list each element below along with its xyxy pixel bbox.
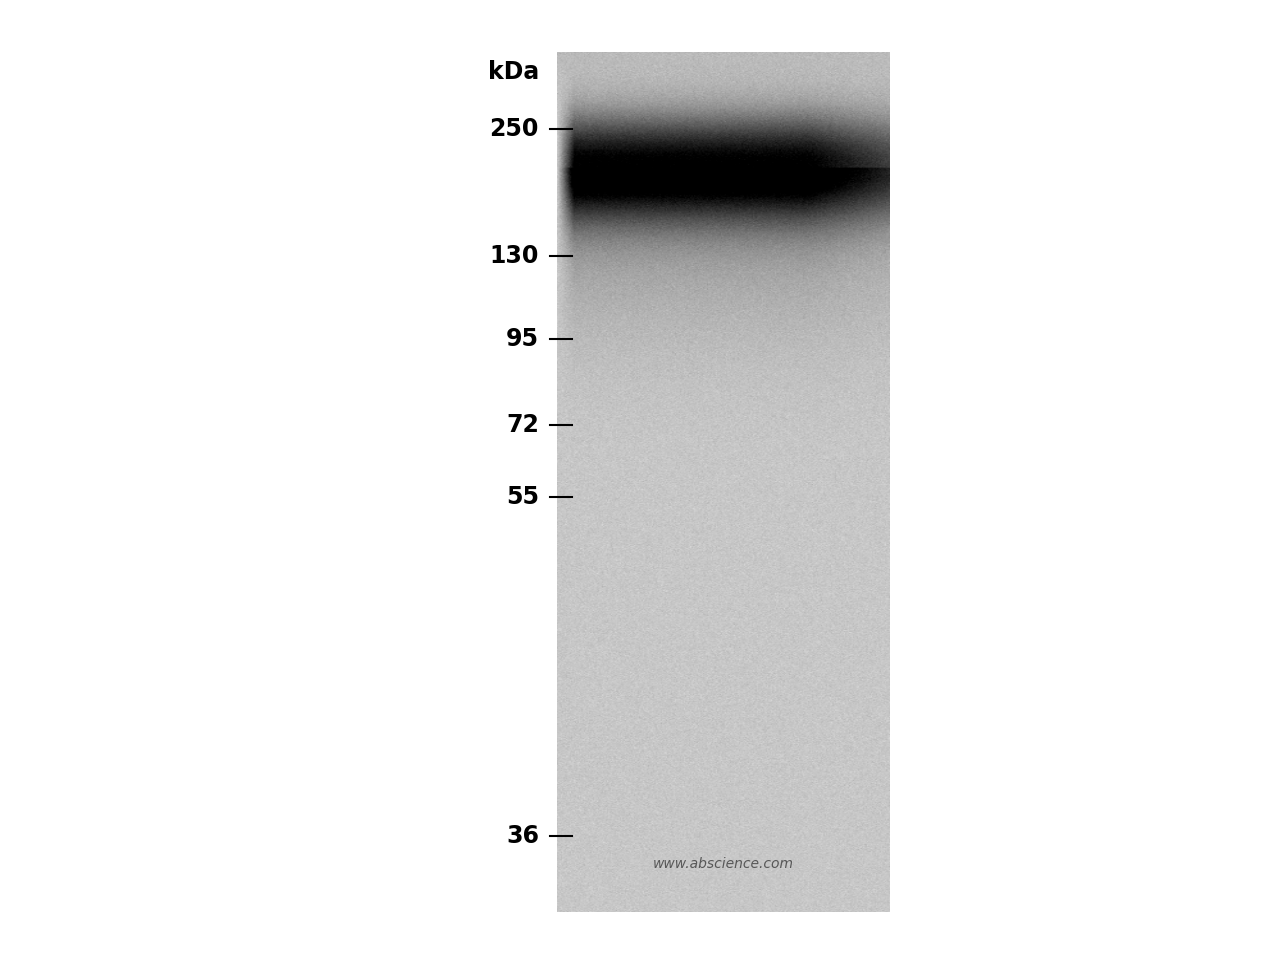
Text: 95: 95 (506, 327, 539, 351)
Text: 36: 36 (506, 823, 539, 848)
Text: 55: 55 (506, 484, 539, 509)
Text: kDa: kDa (488, 59, 539, 84)
Text: 130: 130 (489, 244, 539, 268)
Text: 72: 72 (506, 413, 539, 437)
Text: 250: 250 (489, 117, 539, 141)
Text: www.abscience.com: www.abscience.com (653, 858, 794, 871)
